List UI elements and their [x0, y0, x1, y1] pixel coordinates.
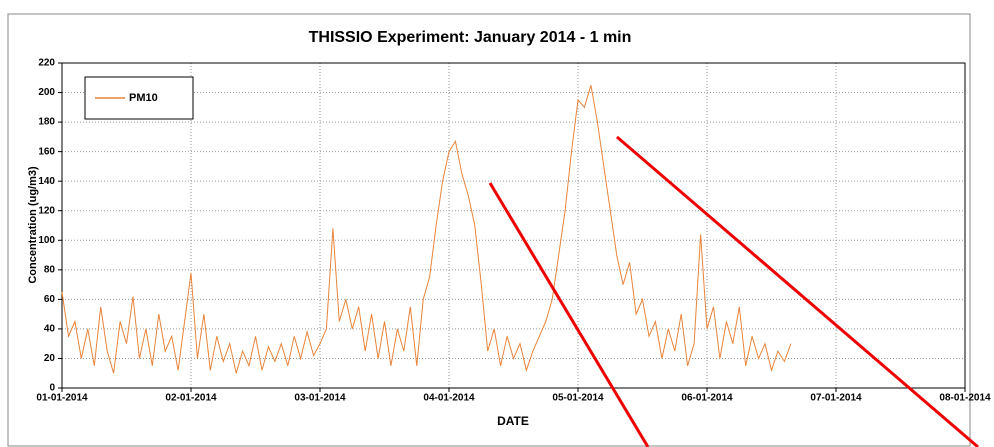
y-tick-label: 160: [38, 146, 55, 157]
x-tick-label: 07-01-2014: [810, 393, 862, 404]
annotation-line: [616, 135, 979, 447]
y-tick-label: 80: [44, 264, 56, 275]
y-tick-label: 140: [38, 176, 55, 187]
y-tick-label: 40: [44, 324, 56, 335]
x-tick-label: 03-01-2014: [294, 393, 346, 404]
plot-border: [61, 62, 966, 389]
y-tick-label: 200: [38, 87, 55, 98]
x-tick-label: 08-01-2014: [939, 393, 991, 404]
y-tick-label: 0: [49, 383, 55, 394]
y-tick-label: 220: [38, 58, 55, 69]
x-tick-label: 05-01-2014: [552, 393, 604, 404]
y-tick-label: 60: [44, 294, 56, 305]
annotation-line: [488, 182, 650, 447]
plot-background: [62, 63, 965, 388]
y-tick-label: 100: [38, 235, 55, 246]
y-axis-label: Concentration (ug/m3): [27, 166, 39, 284]
y-tick-label: 120: [38, 205, 55, 216]
x-tick-label: 06-01-2014: [681, 393, 733, 404]
y-tick-label: 180: [38, 117, 55, 128]
data-line: [61, 85, 792, 374]
legend-label: PM10: [129, 92, 158, 104]
plot-area: 0 20 40 60 80 100 120 140 160 180 200 220 01-01-2014…: [36, 58, 991, 404]
y-tick-label: 20: [44, 353, 56, 364]
x-tick-label: 02-01-2014: [165, 393, 217, 404]
chart-title: THISSIO Experiment: January 2014 - 1 min: [309, 29, 632, 46]
x-axis-label: DATE: [497, 414, 529, 428]
x-tick-label: 04-01-2014: [423, 393, 475, 404]
x-tick-label: 01-01-2014: [36, 393, 88, 404]
